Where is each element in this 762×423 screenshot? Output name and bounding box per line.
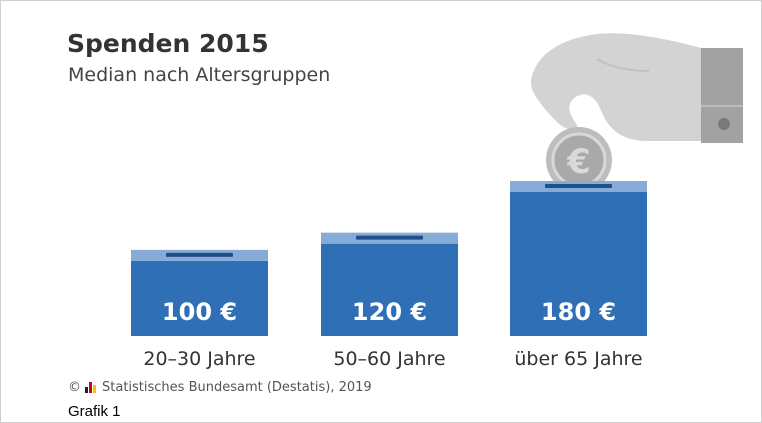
category-label: 50–60 Jahre — [333, 348, 445, 370]
bar — [510, 192, 647, 336]
destatis-logo-icon — [85, 381, 97, 393]
data-label: 120 € — [352, 298, 427, 326]
source-text: Statistisches Bundesamt (Destatis), 2019 — [102, 379, 372, 395]
chart-title: Spenden 2015 — [67, 29, 269, 58]
source-line: © Statistisches Bundesamt (Destatis), 20… — [68, 379, 372, 395]
bar — [131, 260, 268, 336]
coin-slot — [545, 184, 612, 188]
chart-subtitle: Median nach Altersgruppen — [68, 64, 331, 86]
bar — [321, 243, 458, 336]
coin-symbol: € — [566, 142, 591, 182]
coin-slot — [356, 235, 423, 240]
coin-slot — [166, 252, 233, 257]
hand-inserting-coin-icon — [531, 33, 743, 143]
copyright-symbol: © — [68, 379, 81, 395]
category-label: über 65 Jahre — [514, 348, 642, 370]
category-label: 20–30 Jahre — [143, 348, 255, 370]
sleeve-cuff-line — [701, 105, 743, 107]
bar-group: 100 € 20–30 Jahre 120 € 50–60 Jahre 180 € übe… — [131, 181, 647, 370]
finger-crease — [596, 58, 650, 72]
hand-shape — [531, 33, 701, 141]
cufflink-button — [718, 118, 730, 130]
data-label: 180 € — [541, 298, 616, 326]
figure-caption: Grafik 1 — [68, 403, 121, 420]
data-label: 100 € — [162, 298, 237, 326]
euro-coin-icon: € — [546, 127, 612, 193]
